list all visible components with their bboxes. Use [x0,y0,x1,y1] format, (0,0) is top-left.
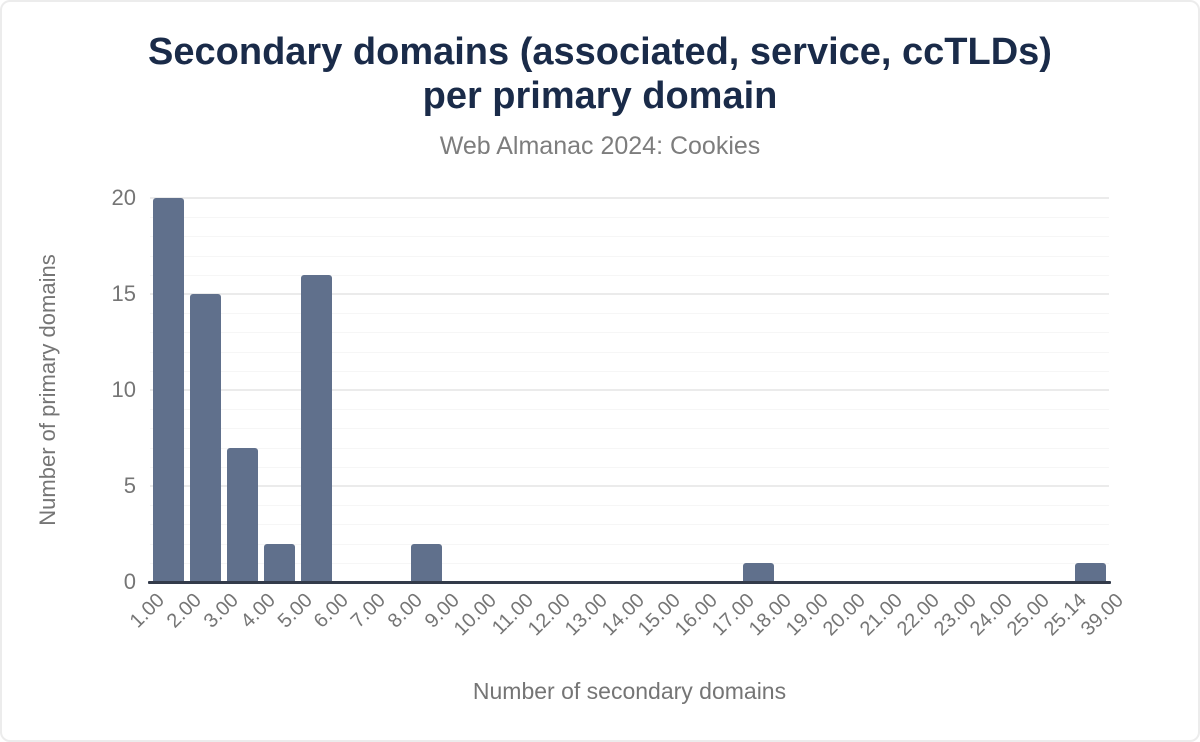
bar [1075,562,1107,582]
bar [152,198,184,582]
bar [226,447,258,582]
gridline-minor [150,274,1109,276]
gridline-minor [150,236,1109,238]
gridline-minor [150,505,1109,507]
gridline-minor [150,562,1109,564]
gridline-major [150,197,1109,199]
y-tick-label: 10 [111,377,136,402]
gridline-minor [150,313,1109,315]
gridline-minor [150,217,1109,219]
bar [189,294,221,582]
gridline-minor [150,466,1109,468]
y-tick-label: 20 [111,185,136,210]
y-axis-title: Number of primary domains [35,254,60,526]
x-axis-line [148,581,1111,584]
bar [263,543,295,582]
gridline-minor [150,543,1109,545]
gridline-minor [150,255,1109,257]
bar [300,274,332,582]
gridline-minor [150,370,1109,372]
gridline-major [150,293,1109,295]
gridline-minor [150,524,1109,526]
chart-title: Secondary domains (associated, service, … [2,30,1198,118]
gridline-major [150,485,1109,487]
bar [743,562,775,582]
y-tick-label: 0 [123,569,136,594]
bar [411,543,443,582]
y-tick-label: 5 [123,473,136,498]
gridline-minor [150,332,1109,334]
chart-title-line-2: per primary domain [422,75,778,118]
gridline-minor [150,428,1109,430]
gridline-major [150,389,1109,391]
x-axis-title: Number of secondary domains [472,678,787,704]
y-tick-label: 15 [111,281,136,306]
chart-title-line-1: Secondary domains (associated, service, … [148,31,1052,73]
gridline-minor [150,447,1109,449]
chart-subtitle: Web Almanac 2024: Cookies [439,132,761,160]
gridline-minor [150,409,1109,411]
gridline-minor [150,351,1109,353]
